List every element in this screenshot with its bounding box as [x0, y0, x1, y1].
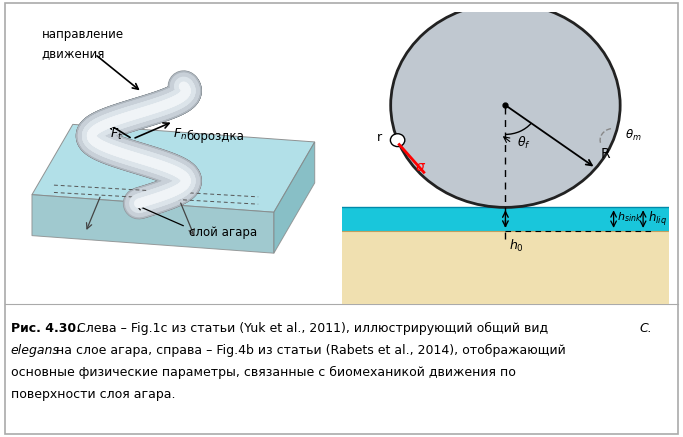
Text: основные физические параметры, связанные с биомеханикой движения по: основные физические параметры, связанные…: [11, 366, 516, 379]
Text: $\sigma$: $\sigma$: [415, 160, 426, 174]
Text: на слое агара, справа – Fig.4b из статьи (Rabets et al., 2014), отображающий: на слое агара, справа – Fig.4b из статьи…: [52, 344, 566, 357]
Text: $h_0$: $h_0$: [510, 238, 525, 254]
Text: бороздка: бороздка: [186, 129, 244, 142]
Text: $\mathit{F}_t$: $\mathit{F}_t$: [111, 127, 123, 142]
Text: R: R: [601, 147, 611, 161]
Text: движения: движения: [42, 47, 104, 60]
Text: слой агара: слой агара: [189, 226, 257, 239]
Text: $h_{liq}$: $h_{liq}$: [648, 210, 667, 228]
Polygon shape: [32, 125, 315, 212]
Text: C.: C.: [640, 322, 653, 335]
Text: r: r: [377, 131, 382, 144]
FancyBboxPatch shape: [5, 3, 678, 434]
Polygon shape: [274, 142, 315, 253]
Polygon shape: [32, 194, 274, 253]
Text: elegans: elegans: [11, 344, 59, 357]
Text: $\mathit{F}_n$: $\mathit{F}_n$: [173, 127, 186, 142]
Polygon shape: [342, 208, 669, 231]
Text: Слева – Fig.1c из статьи (Yuk et al., 2011), иллюстрирующий общий вид: Слева – Fig.1c из статьи (Yuk et al., 20…: [74, 322, 553, 335]
Circle shape: [391, 3, 620, 208]
Text: направление: направление: [42, 28, 124, 41]
Polygon shape: [342, 231, 669, 304]
Circle shape: [391, 134, 405, 146]
Text: поверхности слоя агара.: поверхности слоя агара.: [11, 388, 176, 402]
Text: $\theta_f$: $\theta_f$: [517, 135, 531, 151]
Text: Рис. 4.30.: Рис. 4.30.: [11, 322, 81, 335]
Text: $\theta_m$: $\theta_m$: [625, 128, 641, 143]
Text: $h_{sink}$: $h_{sink}$: [617, 211, 642, 225]
